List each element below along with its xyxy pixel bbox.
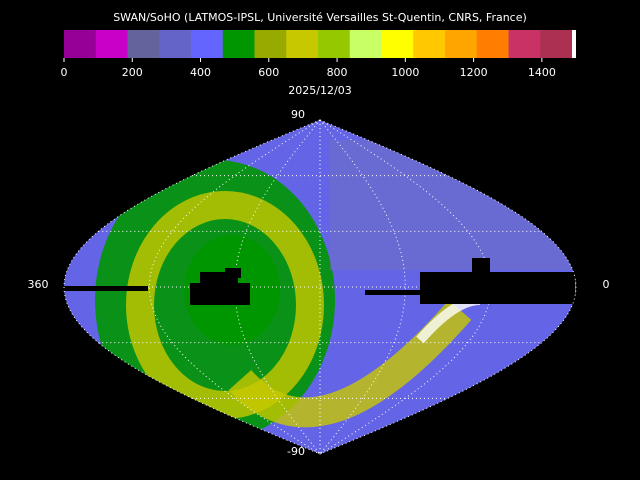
grid-meridian bbox=[319, 119, 406, 455]
colorbar-swatch bbox=[159, 30, 192, 58]
colorbar-tick-label: 1400 bbox=[528, 66, 556, 79]
colorbar-swatch bbox=[476, 30, 509, 58]
colorbar-swatch bbox=[95, 30, 128, 58]
map-outline bbox=[63, 119, 577, 455]
colorbar-tick-label: 200 bbox=[122, 66, 143, 79]
colorbar-swatch bbox=[222, 30, 255, 58]
colorbar-swatch bbox=[508, 30, 541, 58]
masked-region bbox=[225, 268, 241, 278]
colorbar-swatch bbox=[127, 30, 160, 58]
masked-region bbox=[420, 272, 575, 304]
masked-region bbox=[365, 290, 425, 295]
masked-region bbox=[472, 258, 490, 274]
colorbar-tick-label: 0 bbox=[61, 66, 68, 79]
right-label: 0 bbox=[603, 278, 610, 291]
colorbar-swatch bbox=[254, 30, 287, 58]
grid-meridian bbox=[234, 119, 321, 455]
colorbar-tick-label: 800 bbox=[327, 66, 348, 79]
colorbar-tick-label: 400 bbox=[190, 66, 211, 79]
colorbar-swatch bbox=[381, 30, 414, 58]
masked-region bbox=[64, 286, 148, 291]
colorbar-swatch bbox=[413, 30, 446, 58]
colorbar-swatch bbox=[540, 30, 573, 58]
colorbar: 0 200 400 600 800 1000 1200 1400 bbox=[61, 30, 573, 79]
colorbar-tick-label: 1000 bbox=[391, 66, 419, 79]
grid-meridian bbox=[319, 119, 492, 455]
north-label: 90 bbox=[291, 108, 305, 121]
title: SWAN/SoHO (LATMOS-IPSL, Université Versa… bbox=[113, 11, 527, 24]
colorbar-swatch bbox=[349, 30, 382, 58]
colorbar-swatch bbox=[445, 30, 478, 58]
emission-ring bbox=[126, 191, 324, 419]
colorbar-tick-label: 1200 bbox=[460, 66, 488, 79]
colorbar-tick-label: 600 bbox=[258, 66, 279, 79]
map bbox=[63, 119, 577, 455]
colorbar-swatch bbox=[191, 30, 224, 58]
grid-meridian bbox=[148, 119, 321, 455]
colorbar-swatch bbox=[318, 30, 351, 58]
emission-arm bbox=[228, 300, 472, 428]
date: 2025/12/03 bbox=[288, 84, 351, 97]
left-label: 360 bbox=[28, 278, 49, 291]
colorbar-swatch bbox=[64, 30, 97, 58]
colorbar-swatch bbox=[286, 30, 319, 58]
south-label: -90 bbox=[287, 445, 305, 458]
colorbar-end bbox=[572, 30, 576, 58]
masked-region bbox=[190, 283, 250, 305]
